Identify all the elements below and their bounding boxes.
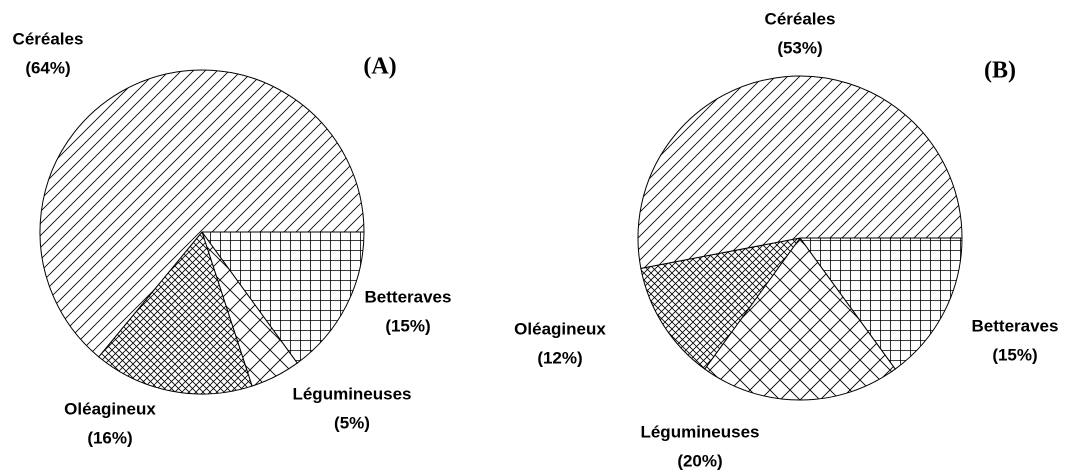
slice-label: Oléagineux [64, 399, 156, 418]
pie-slice [39, 69, 365, 358]
slice-value-label: (15%) [992, 345, 1037, 364]
slice-label: Légumineuses [640, 422, 759, 441]
chart-title: (B) [984, 58, 1016, 84]
slice-value-label: (15%) [385, 316, 430, 335]
slice-label: Betteraves [365, 287, 452, 306]
slice-label: Oléagineux [514, 319, 606, 338]
slice-label: Céréales [13, 29, 84, 48]
slice-value-label: (64%) [25, 58, 70, 77]
pie-slice [98, 230, 253, 395]
slice-value-label: (20%) [677, 451, 722, 470]
slice-label: Légumineuses [292, 384, 411, 403]
pie-slice [201, 231, 365, 364]
chart-title: (A) [363, 54, 396, 80]
pie-slice [799, 237, 963, 370]
pie-slice [704, 237, 896, 401]
slice-value-label: (53%) [777, 38, 822, 57]
slice-value-label: (5%) [334, 413, 370, 432]
pie-slice [637, 75, 963, 269]
slice-label: Betteraves [972, 316, 1059, 335]
slice-label: Céréales [765, 9, 836, 28]
slice-value-label: (12%) [537, 348, 582, 367]
pie-slice [640, 237, 802, 370]
slice-value-label: (16%) [87, 428, 132, 447]
